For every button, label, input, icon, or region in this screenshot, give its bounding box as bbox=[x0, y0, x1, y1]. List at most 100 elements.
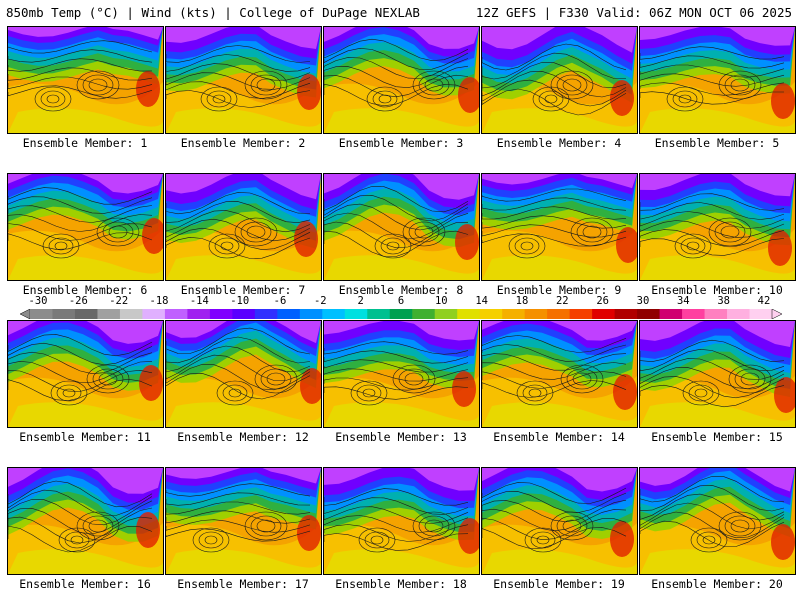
colorbar-tick-label: -18 bbox=[149, 295, 169, 307]
colorbar-swatch bbox=[592, 309, 616, 319]
member-label: Ensemble Member: 17 bbox=[177, 577, 309, 591]
colorbar bbox=[20, 309, 782, 319]
colorbar-swatch bbox=[74, 309, 98, 319]
ensemble-panel bbox=[639, 467, 796, 575]
colorbar-tick-label: 34 bbox=[676, 295, 690, 307]
colorbar-tick-label: 26 bbox=[596, 295, 610, 307]
colorbar-tick-label: 14 bbox=[475, 295, 489, 307]
colorbar-swatch bbox=[232, 309, 256, 319]
member-label: Ensemble Member: 1 bbox=[22, 136, 148, 150]
colorbar-swatch bbox=[749, 309, 773, 319]
colorbar-swatch bbox=[164, 309, 188, 319]
colorbar-swatch bbox=[322, 309, 346, 319]
ensemble-panel bbox=[165, 173, 322, 281]
ensemble-panel bbox=[7, 320, 164, 428]
temperature-map bbox=[640, 174, 795, 280]
member-label: Ensemble Member: 14 bbox=[493, 430, 625, 444]
member-label: Ensemble Member: 5 bbox=[654, 136, 780, 150]
colorbar-swatch bbox=[614, 309, 638, 319]
colorbar-swatch bbox=[30, 309, 53, 319]
colorbar-swatch bbox=[299, 309, 323, 319]
ensemble-panel bbox=[481, 173, 638, 281]
ensemble-panel bbox=[7, 26, 164, 134]
temperature-map bbox=[8, 27, 163, 133]
colorbar-arrow-left bbox=[20, 309, 31, 319]
ensemble-panel bbox=[481, 320, 638, 428]
temperature-map bbox=[166, 27, 321, 133]
member-label: Ensemble Member: 9 bbox=[496, 283, 622, 297]
temperature-map bbox=[8, 321, 163, 427]
temperature-map bbox=[324, 321, 479, 427]
member-label: Ensemble Member: 16 bbox=[19, 577, 151, 591]
colorbar-tick-label: 6 bbox=[397, 295, 405, 307]
colorbar-swatch bbox=[682, 309, 706, 319]
ensemble-panel bbox=[323, 173, 480, 281]
ensemble-panel bbox=[639, 26, 796, 134]
title-left: 850mb Temp (°C) | Wind (kts) | College o… bbox=[6, 5, 420, 20]
colorbar-tick-label: -10 bbox=[230, 295, 250, 307]
ensemble-panel bbox=[323, 320, 480, 428]
ensemble-panel bbox=[639, 173, 796, 281]
member-label: Ensemble Member: 6 bbox=[22, 283, 148, 297]
colorbar-swatch bbox=[389, 309, 413, 319]
member-label: Ensemble Member: 2 bbox=[180, 136, 306, 150]
colorbar-tick-label: 10 bbox=[434, 295, 448, 307]
ensemble-panel bbox=[481, 26, 638, 134]
colorbar-swatch bbox=[434, 309, 458, 319]
member-label: Ensemble Member: 12 bbox=[177, 430, 309, 444]
temperature-map bbox=[482, 27, 637, 133]
member-label: Ensemble Member: 7 bbox=[180, 283, 306, 297]
temperature-map bbox=[640, 321, 795, 427]
colorbar-ticks: -30 -26 -22 -18 -14 -10 -6 -2 2 6 10 14 18 22 26 30 34 38… bbox=[0, 295, 800, 307]
temperature-map bbox=[640, 27, 795, 133]
colorbar-swatch bbox=[637, 309, 661, 319]
colorbar-swatch bbox=[209, 309, 233, 319]
colorbar-swatch bbox=[142, 309, 166, 319]
ensemble-panel bbox=[7, 173, 164, 281]
colorbar-tick-label: -30 bbox=[28, 295, 48, 307]
colorbar-tick-label: -22 bbox=[109, 295, 129, 307]
colorbar-swatch bbox=[659, 309, 683, 319]
colorbar-tick-label: 2 bbox=[357, 295, 364, 307]
colorbar-swatch bbox=[547, 309, 571, 319]
colorbar-swatch bbox=[502, 309, 526, 319]
member-label: Ensemble Member: 10 bbox=[651, 283, 783, 297]
colorbar-swatch bbox=[457, 309, 481, 319]
temperature-map bbox=[482, 174, 637, 280]
colorbar-swatch bbox=[344, 309, 368, 319]
colorbar-tick-label: 42 bbox=[757, 295, 771, 307]
member-label: Ensemble Member: 20 bbox=[651, 577, 783, 591]
ensemble-panel bbox=[481, 467, 638, 575]
ensemble-panel bbox=[7, 467, 164, 575]
temperature-map bbox=[166, 468, 321, 574]
member-label: Ensemble Member: 11 bbox=[19, 430, 151, 444]
colorbar-tick-label: -6 bbox=[273, 295, 287, 307]
temperature-map bbox=[166, 174, 321, 280]
ensemble-panel bbox=[639, 320, 796, 428]
temperature-map bbox=[324, 27, 479, 133]
colorbar-tick-label: 30 bbox=[636, 295, 650, 307]
member-label: Ensemble Member: 19 bbox=[493, 577, 625, 591]
ensemble-panel bbox=[323, 26, 480, 134]
colorbar-swatch bbox=[412, 309, 436, 319]
temperature-map bbox=[166, 321, 321, 427]
colorbar-tick-label: 18 bbox=[515, 295, 529, 307]
colorbar-swatch bbox=[277, 309, 301, 319]
colorbar-swatch bbox=[119, 309, 143, 319]
member-label: Ensemble Member: 8 bbox=[338, 283, 464, 297]
ensemble-panel bbox=[165, 26, 322, 134]
ensemble-panel bbox=[323, 467, 480, 575]
colorbar-swatch bbox=[187, 309, 211, 319]
colorbar-swatch bbox=[254, 309, 278, 319]
colorbar-swatch bbox=[569, 309, 593, 319]
colorbar-tick-label: 38 bbox=[717, 295, 731, 307]
member-label: Ensemble Member: 4 bbox=[496, 136, 622, 150]
title-right: 12Z GEFS | F330 Valid: 06Z MON OCT 06 20… bbox=[475, 5, 792, 20]
member-label: Ensemble Member: 3 bbox=[338, 136, 464, 150]
temperature-map bbox=[8, 174, 163, 280]
member-label: Ensemble Member: 15 bbox=[651, 430, 783, 444]
colorbar-arrow-right bbox=[771, 309, 782, 319]
header: 850mb Temp (°C) | Wind (kts) | College o… bbox=[0, 0, 800, 22]
temperature-map bbox=[8, 468, 163, 574]
colorbar-tick-label: -26 bbox=[68, 295, 88, 307]
